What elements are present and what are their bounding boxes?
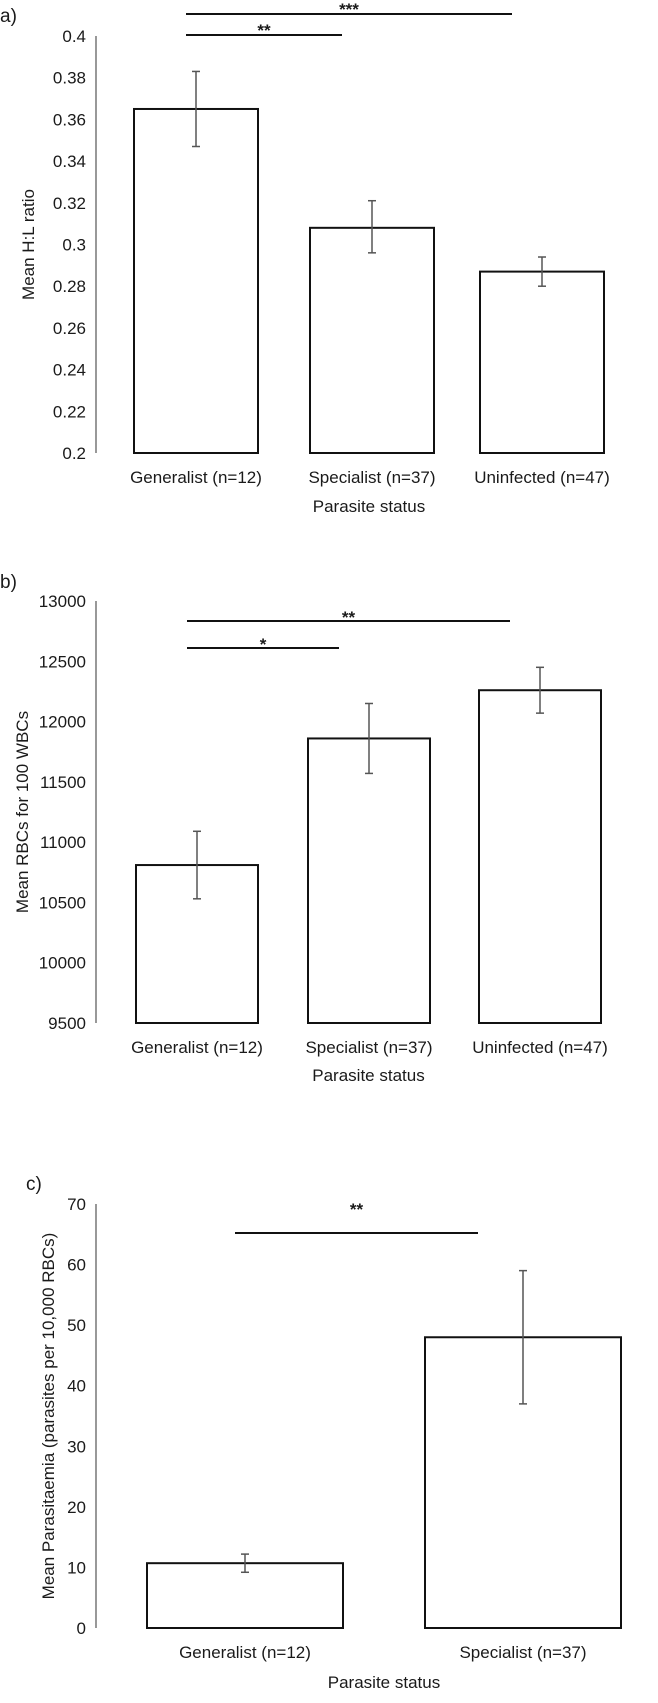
significance-label: *** [339, 0, 359, 19]
y-tick-label: 0.36 [53, 110, 86, 129]
panel-label: b) [0, 572, 17, 593]
y-tick-label: 10 [67, 1558, 86, 1577]
category-label: Specialist (n=37) [459, 1643, 586, 1662]
y-tick-label: 0.32 [53, 194, 86, 213]
x-axis-label: Parasite status [313, 497, 425, 516]
y-tick-label: 60 [67, 1256, 86, 1275]
category-label: Specialist (n=37) [305, 1038, 432, 1057]
bar [478, 689, 602, 1024]
y-tick-label: 12000 [39, 713, 86, 732]
y-tick-label: 0.3 [62, 236, 86, 255]
y-tick-label: 0.28 [53, 277, 86, 296]
y-tick-label: 9500 [48, 1014, 86, 1033]
y-tick-label: 0 [77, 1619, 86, 1638]
y-axis-label: Mean Parasitaemia (parasites per 10,000 … [39, 1233, 58, 1600]
significance-label: * [260, 635, 267, 654]
y-tick-label: 11000 [40, 833, 86, 852]
y-tick-label: 0.22 [53, 402, 86, 421]
y-tick-label: 10500 [39, 893, 86, 912]
y-axis-label: Mean RBCs for 100 WBCs [13, 711, 32, 913]
category-label: Generalist (n=12) [131, 1038, 263, 1057]
y-tick-label: 70 [67, 1195, 86, 1214]
category-label: Uninfected (n=47) [474, 468, 610, 487]
y-tick-label: 0.4 [62, 27, 86, 46]
y-tick-label: 13000 [39, 592, 86, 611]
significance-label: ** [257, 21, 271, 40]
y-tick-label: 0.38 [53, 69, 86, 88]
y-tick-label: 12500 [39, 652, 86, 671]
y-tick-label: 0.24 [53, 361, 86, 380]
bar [309, 226, 435, 454]
category-label: Specialist (n=37) [308, 468, 435, 487]
panel-label: a) [0, 6, 17, 27]
significance-label: ** [342, 608, 356, 627]
category-label: Generalist (n=12) [130, 468, 262, 487]
category-label: Generalist (n=12) [179, 1643, 311, 1662]
bar [133, 107, 259, 454]
panel-label: c) [26, 1174, 42, 1195]
y-tick-label: 11500 [40, 773, 86, 792]
y-tick-label: 20 [67, 1498, 86, 1517]
x-axis-label: Parasite status [328, 1673, 440, 1692]
x-axis-label: Parasite status [312, 1066, 424, 1085]
y-tick-label: 10000 [39, 954, 86, 973]
bar [307, 737, 431, 1024]
bar [479, 270, 605, 455]
y-tick-label: 40 [67, 1377, 86, 1396]
significance-label: ** [350, 1200, 364, 1219]
y-tick-label: 30 [67, 1437, 86, 1456]
y-axis-label: Mean H:L ratio [19, 189, 38, 300]
y-tick-label: 0.2 [62, 444, 86, 463]
category-label: Uninfected (n=47) [472, 1038, 608, 1057]
y-tick-label: 0.26 [53, 319, 86, 338]
y-tick-label: 50 [67, 1316, 86, 1335]
y-tick-label: 0.34 [53, 152, 86, 171]
bar [146, 1562, 344, 1630]
